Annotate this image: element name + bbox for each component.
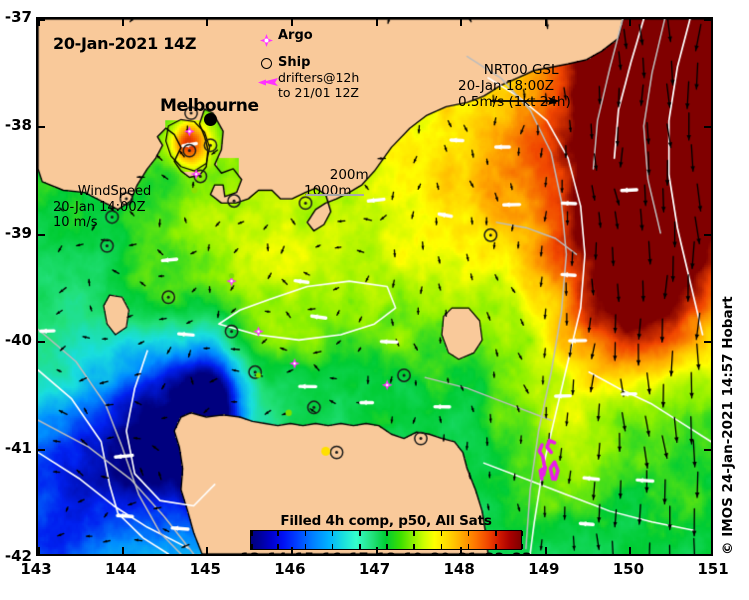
wind-legend-block: WindSpeed 20-Jan 14:00Z 10 m/s (53, 184, 152, 230)
colorbar-tick (495, 544, 497, 549)
tick-mark (290, 547, 293, 554)
colorbar-tick (331, 544, 334, 549)
colorbar-tick-label: 20 (431, 551, 450, 554)
tick-mark (629, 19, 632, 26)
tick-mark (38, 19, 40, 26)
tick-mark (629, 547, 632, 554)
tick-mark (206, 19, 209, 26)
colorbar-tick (495, 531, 497, 536)
tick-mark (704, 125, 711, 128)
colorbar-tick (386, 531, 388, 536)
colorbar-tick (277, 544, 279, 549)
colorbar-title: Filled 4h comp, p50, All Sats (280, 513, 492, 529)
melbourne-city-dot (204, 113, 217, 126)
colorbar-tick-label: 17 (349, 551, 368, 554)
tick-mark (544, 547, 547, 554)
x-tick-label: 151 (697, 560, 729, 578)
ship-marker-icon (261, 58, 272, 69)
colorbar-tick-label: 15 (295, 551, 314, 554)
y-tick-label: -39 (4, 223, 32, 242)
x-tick-label: 146 (274, 560, 306, 578)
colorbar-tick-label: 14 (267, 551, 286, 554)
legend-ship-label: Ship (278, 55, 311, 70)
tick-mark (704, 19, 711, 21)
colorbar-tick-label: 19 (403, 551, 422, 554)
colorbar-tick (251, 544, 253, 549)
tick-mark (544, 19, 547, 26)
legend-argo-label: Argo (278, 28, 313, 43)
tick-mark (38, 233, 45, 236)
x-tick-label: 150 (612, 560, 645, 578)
colorbar-tick-label: 21 (458, 551, 477, 554)
colorbar-gradient (250, 530, 523, 550)
melbourne-city-label: Melbourne (160, 96, 259, 116)
current-scale-arrow-icon (490, 92, 560, 105)
colorbar-tick (277, 531, 279, 536)
colorbar-tick (304, 531, 307, 536)
colorbar-tick (304, 544, 307, 549)
depth-contour-sample-line (306, 194, 364, 196)
x-tick-label: 149 (528, 560, 560, 578)
tick-mark (704, 449, 711, 452)
tick-mark (38, 341, 45, 344)
y-tick-label: -38 (4, 115, 32, 134)
colorbar-tick (440, 531, 443, 536)
depth-legend-block: 200m 1000m (304, 166, 369, 199)
colorbar-tick-labels: 13 14 15 16 17 18 19 20 21 22 23 (240, 550, 531, 554)
colorbar-tick-label: 13 (240, 551, 259, 554)
colorbar-tick (413, 531, 415, 536)
tick-mark (38, 19, 45, 21)
colorbar-tick-label: 16 (322, 551, 341, 554)
tick-mark (38, 449, 45, 452)
tick-mark (206, 547, 209, 554)
colorbar-tick (359, 544, 361, 549)
tick-mark (375, 547, 378, 554)
copyright-credit: © IMOS 24-Jan-2021 14:57 Hobart (720, 296, 736, 555)
tick-mark (38, 547, 40, 554)
tick-mark (38, 125, 45, 128)
argo-marker-icon (260, 32, 273, 47)
y-tick-label: -40 (4, 331, 32, 350)
tick-mark (121, 19, 124, 26)
x-tick-label: 147 (358, 560, 391, 578)
colorbar-tick (467, 531, 470, 536)
tick-mark (121, 547, 124, 554)
legend-drifters-label: drifters@12h to 21/01 12Z (278, 70, 360, 100)
colorbar-tick-label: 23 (512, 551, 531, 554)
x-tick-label: 145 (189, 560, 221, 578)
y-tick-label: -41 (4, 439, 32, 458)
colorbar-tick (413, 544, 415, 549)
tick-mark (375, 19, 378, 26)
map-plot-area[interactable]: 20-Jan-2021 14Z Argo Ship drifters@12h t… (36, 17, 713, 556)
tick-mark (704, 341, 711, 344)
date-stamp-label: 20-Jan-2021 14Z (53, 34, 197, 53)
current-legend-block: NRT00 GSL 20-Jan 18:00Z 0.5m/s (1kt 24h) (458, 61, 571, 110)
x-tick-label: 143 (20, 560, 52, 578)
x-tick-label: 148 (443, 560, 475, 578)
sst-heatmap-canvas (38, 19, 711, 554)
colorbar-tick-label: 18 (376, 551, 395, 554)
colorbar-tick (521, 531, 523, 536)
tick-mark (704, 233, 711, 236)
colorbar-tick-label: 22 (485, 551, 504, 554)
colorbar-tick (331, 531, 334, 536)
colorbar-tick (521, 544, 523, 549)
colorbar-tick (467, 544, 470, 549)
colorbar-tick (359, 531, 361, 536)
tick-mark (460, 19, 463, 26)
colorbar-tick (386, 544, 388, 549)
colorbar-tick (440, 544, 443, 549)
drifter-arrow-icon (256, 75, 280, 91)
y-tick-label: -42 (4, 547, 32, 565)
colorbar: Filled 4h comp, p50, All Sats 13 14 15 16 17… (240, 513, 531, 554)
colorbar-tick (251, 531, 253, 536)
x-tick-label: 144 (104, 560, 137, 578)
tick-mark (460, 547, 463, 554)
tick-mark (290, 19, 293, 26)
y-tick-label: -37 (4, 8, 32, 26)
